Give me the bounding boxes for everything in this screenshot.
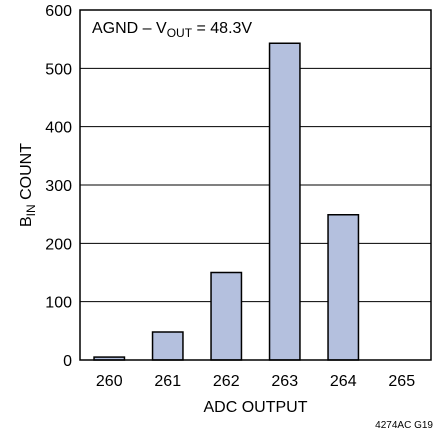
- x-tick-label: 265: [388, 373, 415, 390]
- x-tick-label: 264: [330, 373, 357, 390]
- x-tick-labels: 260 261 262 263 264 265: [96, 373, 415, 390]
- y-axis-label: BIN COUNT: [18, 143, 38, 227]
- x-tick-label: 262: [213, 373, 240, 390]
- figure-code: 4274AC G19: [375, 420, 433, 431]
- y-tick-label: 0: [63, 353, 72, 370]
- x-axis-label: ADC OUTPUT: [204, 399, 308, 416]
- y-tick-label: 100: [45, 295, 72, 312]
- y-tick-labels: 0 100 200 300 400 500 600: [45, 3, 72, 370]
- x-tick-label: 261: [154, 373, 181, 390]
- bar-263: [268, 42, 301, 361]
- bar-261: [151, 331, 184, 361]
- bar-262: [210, 271, 243, 361]
- gridlines: [80, 67, 431, 303]
- plot-frame: [79, 9, 432, 361]
- annotation-background: [82, 12, 264, 42]
- bar-264: [327, 214, 360, 361]
- y-tick-label: 600: [45, 3, 72, 20]
- x-tick-label: 260: [96, 373, 123, 390]
- y-tick-label: 400: [45, 120, 72, 137]
- bars: [93, 42, 360, 361]
- x-tick-label: 263: [271, 373, 298, 390]
- annotation-label: AGND – VOUT = 48.3V: [92, 20, 252, 40]
- y-tick-label: 200: [45, 236, 72, 253]
- y-tick-label: 500: [45, 61, 72, 78]
- y-tick-label: 300: [45, 178, 72, 195]
